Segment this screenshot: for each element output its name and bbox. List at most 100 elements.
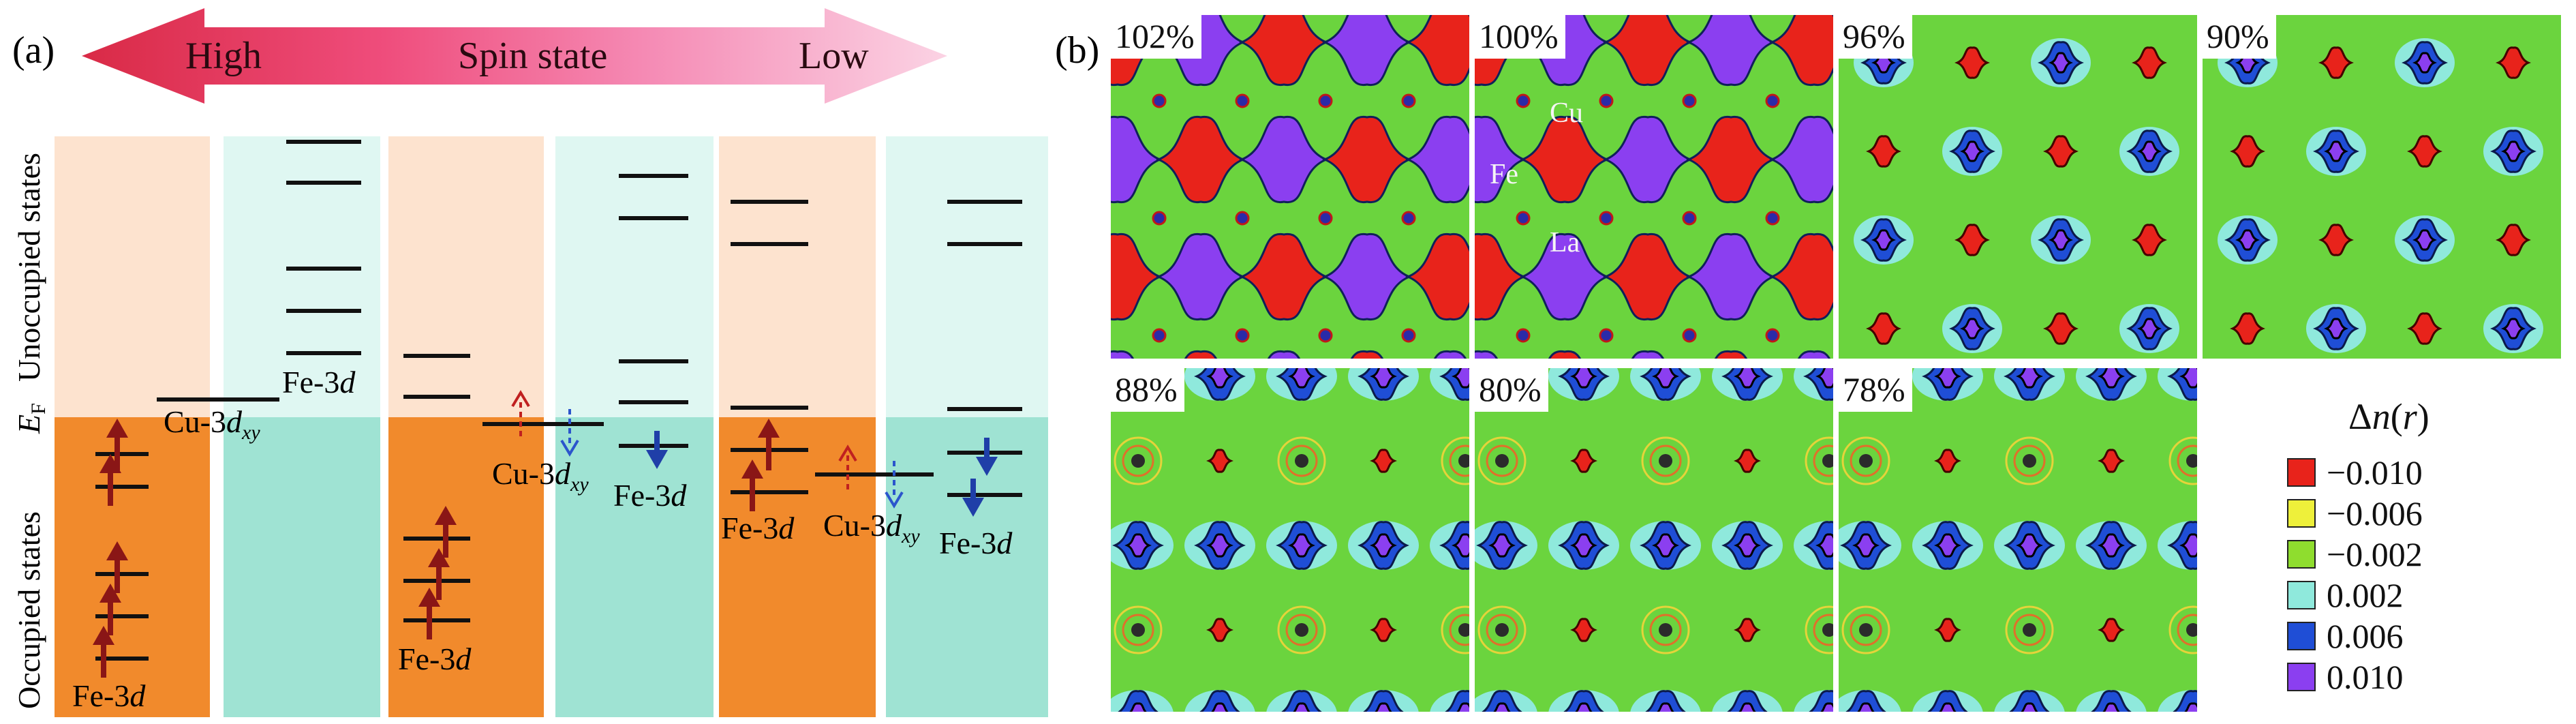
blue-lobe — [1281, 690, 1323, 712]
purple-core — [2184, 702, 2197, 712]
up-arrow — [99, 454, 121, 506]
cross-marker — [1765, 328, 1780, 343]
ring-core — [2023, 454, 2036, 468]
fe3d-label: Fe-3d — [282, 365, 356, 399]
purple-core — [1734, 533, 1761, 558]
ring-feature — [2177, 444, 2197, 477]
legend-entry: −0.010 — [2287, 454, 2560, 491]
ring-core — [1822, 454, 1833, 468]
red-lobe — [1954, 46, 1990, 79]
legend-entry: −0.002 — [2287, 536, 2560, 573]
red-lobe — [1686, 115, 1776, 204]
red-cross — [1206, 449, 1233, 473]
purple-core — [1939, 702, 1957, 712]
cross-marker — [1682, 93, 1697, 108]
purple-core — [1960, 318, 1984, 340]
ring-core — [1859, 454, 1873, 468]
cross-marker — [1318, 328, 1333, 343]
purple-core — [1493, 702, 1511, 712]
purple-lobe — [1239, 115, 1329, 204]
up-arrow — [93, 626, 114, 678]
purple-core — [1375, 702, 1392, 712]
purple-core — [1288, 533, 1315, 558]
red-cross — [1370, 449, 1397, 473]
occupied-states-label: Occupied states — [12, 511, 46, 709]
cross-marker — [1401, 328, 1416, 343]
red-cross — [1570, 618, 1597, 642]
purple-lobe — [1433, 350, 1467, 359]
red-lobe — [2407, 135, 2442, 168]
purple-core — [1815, 368, 1833, 389]
purple-core — [1452, 533, 1469, 558]
ring-core — [1458, 454, 1469, 468]
fe3d-label: Fe-3d — [613, 478, 687, 513]
map-panel: 78% — [1839, 368, 2197, 712]
legend-entry: 0.002 — [2287, 577, 2560, 614]
ring-core — [1659, 623, 1672, 637]
legend-value: −0.006 — [2327, 494, 2423, 532]
contour-map — [1839, 368, 2197, 712]
blue-lobe — [1481, 690, 1523, 712]
down-arrow — [962, 479, 984, 517]
contour-map — [1111, 15, 1469, 359]
legend-value: 0.006 — [2327, 617, 2404, 655]
cross-marker — [1235, 328, 1250, 343]
ring-feature — [2177, 614, 2197, 646]
pressure-percent-label: 88% — [1111, 368, 1184, 412]
red-cross — [1734, 618, 1761, 642]
blue-lobe — [1845, 690, 1887, 712]
unoccupied-states-label: Unoccupied states — [12, 153, 46, 382]
map-panel: 80% — [1475, 368, 1833, 712]
ring-feature — [1114, 605, 1163, 654]
purple-lobe — [1520, 232, 1610, 321]
purple-lobe — [1111, 115, 1163, 204]
ring-feature — [1813, 614, 1833, 646]
legend-swatch — [2287, 499, 2316, 528]
cross-marker — [1599, 211, 1614, 226]
ring-feature — [1449, 444, 1469, 477]
red-lobe — [1714, 350, 1748, 359]
contour-map — [2203, 15, 2561, 359]
red-cross — [1934, 449, 1961, 473]
purple-lobe — [1631, 350, 1665, 359]
map-panel: 102% — [1111, 15, 1469, 359]
red-lobe — [1350, 350, 1384, 359]
red-lobe — [2496, 46, 2531, 79]
up-arrow — [99, 584, 121, 635]
purple-core — [1570, 533, 1597, 558]
purple-core — [2049, 229, 2073, 251]
purple-core — [1129, 702, 1147, 712]
cross-marker — [1516, 93, 1531, 108]
ring-core — [1131, 454, 1145, 468]
ring-feature — [1805, 605, 1833, 654]
blue-lobe — [1563, 690, 1605, 712]
purple-core — [1488, 533, 1516, 558]
fe3d-label: Fe-3d — [72, 678, 146, 713]
red-cross — [1370, 618, 1397, 642]
red-lobe — [2407, 312, 2442, 345]
ring-feature — [1813, 444, 1833, 477]
spin-up-arrows — [93, 419, 780, 678]
cross-marker — [1401, 211, 1416, 226]
ring-feature — [1850, 444, 1882, 477]
occupied-backgrounds — [55, 417, 1048, 717]
purple-core — [1570, 368, 1597, 389]
red-lobe — [1475, 232, 1527, 321]
purple-core — [1734, 368, 1761, 389]
purple-core — [1206, 533, 1233, 558]
purple-lobe — [1267, 350, 1301, 359]
red-lobe — [1239, 15, 1329, 87]
spin-state-arrow — [82, 8, 947, 104]
purple-core — [2501, 140, 2526, 162]
cross-marker — [1152, 211, 1167, 226]
legend-entry: 0.006 — [2287, 618, 2560, 654]
legend-value: 0.010 — [2327, 658, 2404, 696]
ring-core — [1131, 623, 1145, 637]
purple-lobe — [1686, 15, 1776, 87]
red-lobe — [2318, 224, 2354, 256]
ring-feature — [1841, 436, 1890, 485]
purple-core — [1211, 702, 1229, 712]
red-lobe — [2230, 312, 2265, 345]
blue-lobe — [1117, 690, 1159, 712]
